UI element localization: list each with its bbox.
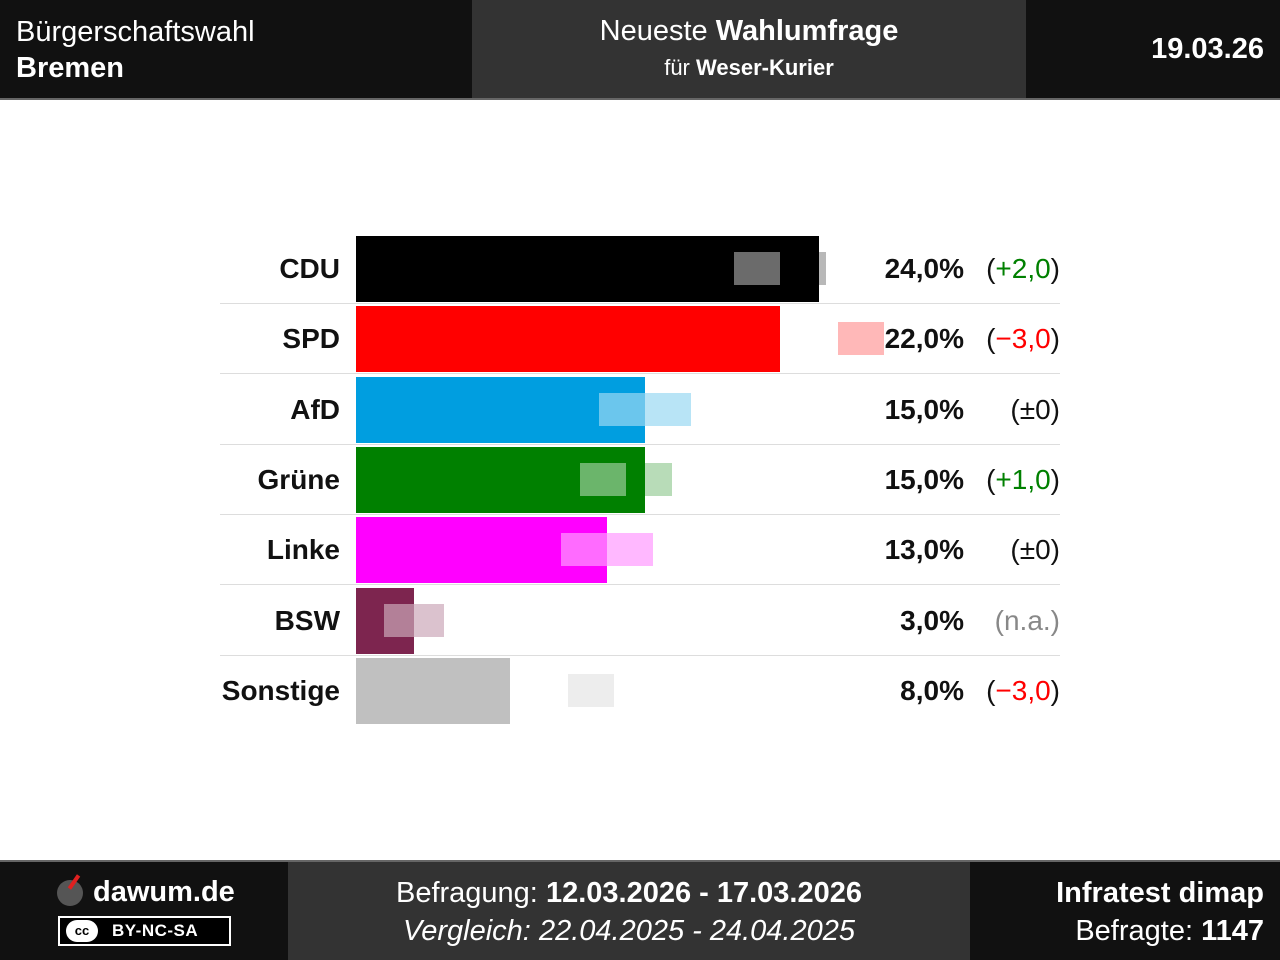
bar-grüne [356,446,646,513]
comparison-marker-outer-grüne [626,462,673,496]
value-label-linke: 13,0% [884,534,964,566]
comparison-marker-inner-cdu [734,252,781,285]
bar-spd [356,306,781,373]
respondents-label: Befragte: [1075,915,1194,947]
value-label-cdu: 24,0% [884,253,964,284]
change-value-bsw: n.a. [1003,604,1051,636]
party-label-afd: AfD [290,393,340,425]
bar-sonstige [356,657,511,724]
comparison-marker-inner-sonstige [522,673,569,707]
title-prefix: Neueste [599,15,708,47]
change-label-linke: (±0) [1010,534,1060,566]
chart-row-bsw: BSW 3,0% (n.a.) [220,586,1060,656]
chart-row-sonstige: Sonstige 8,0% (−3,0) [220,656,1060,726]
value-label-bsw: 3,0% [900,604,964,636]
subtitle-prefix: für [664,55,690,80]
change-value-spd: −3,0 [995,323,1051,355]
comparison-marker-inner-afd [599,392,646,426]
footer-bar: dawum.de cc BY-NC-SA Befragung: 12.03.20… [0,860,1280,960]
change-label-spd: (−3,0) [986,323,1060,355]
title-block: Neueste Wahlumfrage für Weser-Kurier [472,0,1026,98]
institute-block: Infratest dimap Befragte: 1147 [1056,874,1264,950]
bar-linke [356,517,607,584]
page-subtitle: für Weser-Kurier [472,53,1026,83]
bar-cdu [356,236,819,302]
comparison-marker-inner-spd [792,322,839,356]
comparison-marker-outer-afd [645,392,692,426]
party-label-spd: SPD [282,323,340,355]
survey-label: Befragung: [395,877,538,909]
chart-row-linke: Linke 13,0% (±0) [220,515,1060,586]
election-type: Bürgerschaftswahl [16,16,255,48]
bar-afd [356,376,646,443]
change-label-sonstige: (−3,0) [986,674,1060,706]
creative-commons-icon: cc [66,920,98,942]
region-name: Bremen [16,52,124,84]
compare-period-line: Vergleich: 22.04.2025 - 24.04.2025 [288,912,970,950]
value-label-grüne: 15,0% [884,463,964,495]
change-label-bsw: (n.a.) [994,604,1060,636]
chart-row-afd: AfD 15,0% (±0) [220,375,1060,445]
party-label-cdu: CDU [279,253,340,284]
comparison-marker-outer-sonstige [568,673,615,707]
change-label-cdu: (+2,0) [986,253,1060,284]
title-bold: Wahlumfrage [715,15,899,47]
compare-period: 22.04.2025 - 24.04.2025 [538,915,855,947]
change-label-grüne: (+1,0) [986,463,1060,495]
poll-bar-chart: CDU 24,0% (+2,0) SPD 22,0% (−3,0) AfD 15,0% (±0)… [220,234,1060,726]
client-name: Weser-Kurier [696,55,834,80]
source-block: dawum.de cc BY-NC-SA [0,862,288,960]
change-value-grüne: +1,0 [995,463,1051,495]
survey-period: 12.03.2026 - 17.03.2026 [545,877,862,909]
chart-row-grüne: Grüne 15,0% (+1,0) [220,445,1060,515]
value-label-afd: 15,0% [884,393,964,425]
comparison-marker-inner-linke [560,533,607,567]
chart-row-cdu: CDU 24,0% (+2,0) [220,234,1060,304]
comparison-marker-inner-bsw [383,603,414,637]
page-title: Neueste Wahlumfrage [472,13,1026,49]
value-label-spd: 22,0% [884,323,964,355]
change-value-cdu: +2,0 [995,253,1051,284]
publish-date: 19.03.26 [1151,33,1264,65]
license-badge[interactable]: cc BY-NC-SA [58,916,231,946]
party-label-sonstige: Sonstige [221,674,340,706]
compare-label: Vergleich: [402,915,531,947]
change-value-linke: ±0 [1019,534,1051,566]
respondents-line: Befragte: 1147 [1056,912,1264,950]
party-label-bsw: BSW [274,604,340,636]
comparison-marker-outer-cdu [780,252,827,285]
chart-row-spd: SPD 22,0% (−3,0) [220,304,1060,375]
change-value-afd: ±0 [1019,393,1051,425]
comparison-marker-outer-bsw [413,603,444,637]
dawum-logo-icon [57,880,83,906]
comparison-marker-outer-linke [606,533,653,567]
party-label-grüne: Grüne [257,463,340,495]
comparison-marker-inner-grüne [580,462,627,496]
license-label: BY-NC-SA [112,921,199,940]
header-bar: Bürgerschaftswahl Bremen Neueste Wahlumf… [0,0,1280,100]
institute-name: Infratest dimap [1056,877,1264,909]
change-value-sonstige: −3,0 [995,674,1051,706]
value-label-sonstige: 8,0% [900,674,964,706]
comparison-marker-outer-spd [838,322,885,356]
site-link[interactable]: dawum.de [93,876,235,908]
survey-dates: Befragung: 12.03.2026 - 17.03.2026 Vergl… [288,862,970,960]
survey-period-line: Befragung: 12.03.2026 - 17.03.2026 [288,874,970,912]
election-info: Bürgerschaftswahl Bremen [16,14,255,86]
respondents-count: 1147 [1201,915,1264,947]
bar-bsw [356,587,414,654]
party-label-linke: Linke [266,534,340,566]
change-label-afd: (±0) [1010,393,1060,425]
